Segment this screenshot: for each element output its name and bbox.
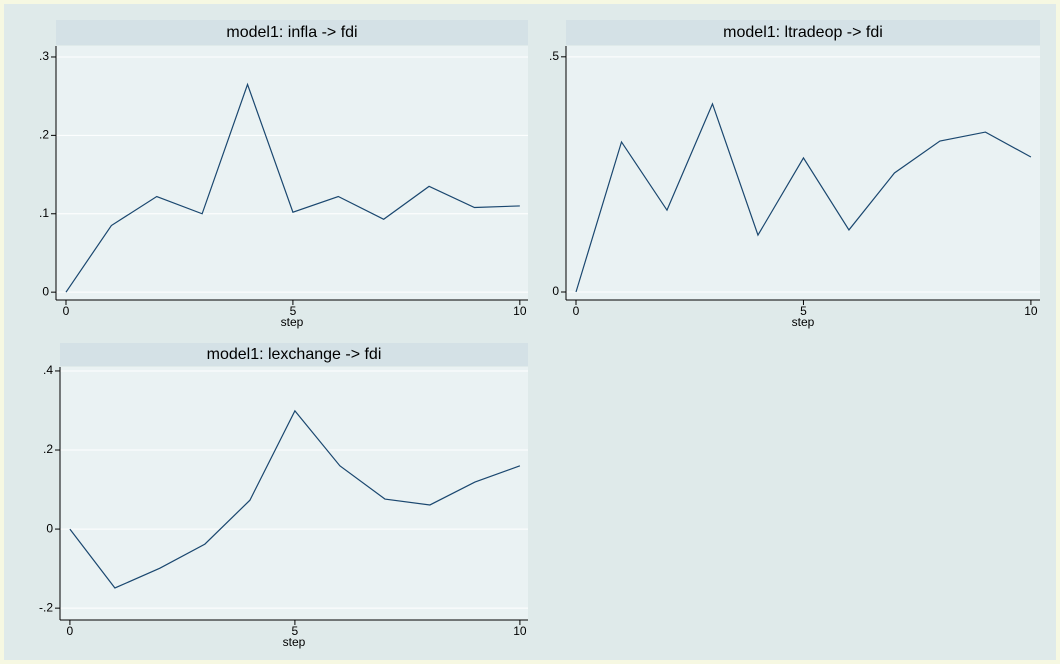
line — [69, 409, 521, 589]
y-tick-label: .2 — [39, 128, 49, 142]
x-tick-label: 0 — [63, 304, 70, 318]
line — [65, 82, 520, 293]
y-tick-label: 0 — [552, 284, 559, 298]
plot-area — [60, 367, 528, 620]
plot-area — [56, 46, 528, 300]
line — [575, 102, 1032, 293]
panel-title: model1: ltradeop -> fdi — [723, 24, 883, 41]
x-tick-label: 5 — [800, 304, 807, 318]
x-axis-label: step — [792, 315, 815, 329]
y-tick-label: .1 — [39, 206, 49, 220]
x-tick-label: 10 — [513, 624, 527, 638]
y-tick-label: -.2 — [39, 600, 53, 614]
y-tick-label: 0 — [42, 284, 49, 298]
plot-area — [566, 46, 1040, 300]
y-tick-label: 0 — [46, 521, 53, 535]
x-axis-label: step — [283, 635, 306, 649]
x-axis-label: step — [281, 315, 304, 329]
panel-title: model1: lexchange -> fdi — [207, 346, 382, 363]
x-tick-label: 0 — [573, 304, 580, 318]
panel-title: model1: infla -> fdi — [226, 24, 357, 41]
x-tick-label: 10 — [513, 304, 527, 318]
y-tick-label: .4 — [43, 363, 53, 377]
y-tick-label: .5 — [549, 49, 559, 63]
title-bar — [56, 20, 528, 45]
x-tick-label: 5 — [292, 624, 299, 638]
title-bar — [60, 343, 528, 366]
x-tick-label: 10 — [1024, 304, 1038, 318]
y-tick-label: .2 — [43, 442, 53, 456]
x-tick-label: 5 — [290, 304, 297, 318]
x-tick-label: 0 — [67, 624, 74, 638]
title-bar — [566, 20, 1040, 45]
y-tick-label: .3 — [39, 49, 49, 63]
